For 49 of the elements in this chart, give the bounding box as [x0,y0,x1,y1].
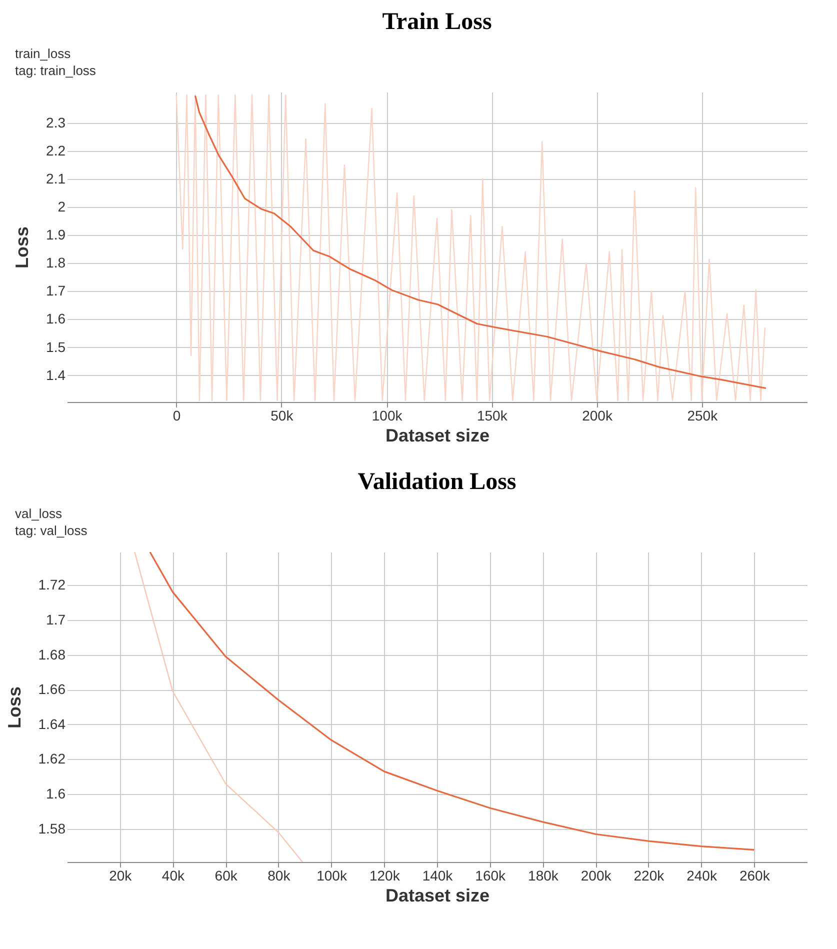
y-tick-label: 1.6 [46,310,66,327]
x-tick-label: 60k [214,868,238,884]
y-tick-label: 1.7 [46,611,66,628]
x-tick-label: 140k [422,868,454,884]
y-axis-title: Loss [12,226,32,269]
x-tick-label: 250k [687,408,719,424]
y-tick-label: 1.8 [46,254,66,271]
y-tick-label: 2.2 [46,142,66,158]
x-tick-label: 0 [172,408,181,424]
y-tick-label: 1.64 [38,716,66,732]
chart-title: Train Loss [382,9,492,35]
y-tick-label: 1.5 [46,338,66,355]
x-axis-title: Dataset size [385,886,490,906]
x-tick-label: 100k [372,408,404,424]
x-tick-label: 80k [268,868,292,884]
x-tick-label: 180k [528,868,560,884]
y-tick-label: 1.58 [38,820,66,836]
y-tick-label: 1.9 [46,226,66,243]
x-tick-label: 100k [316,868,348,884]
y-tick-label: 1.62 [38,750,66,767]
x-tick-label: 200k [582,408,614,424]
y-tick-label: 1.6 [46,786,66,802]
y-tick-label: 1.7 [46,282,66,299]
text: tag: train_loss [15,63,96,78]
y-tick-label: 2 [58,198,66,215]
x-tick-label: 200k [580,868,612,884]
x-tick-label: 160k [475,868,507,884]
y-tick-label: 1.4 [46,366,66,383]
y-tick-label: 2.3 [46,114,66,130]
x-tick-label: 40k [162,868,186,884]
x-tick-label: 50k [270,408,294,424]
line-series [134,552,304,862]
x-tick-label: 260k [739,868,771,884]
x-tick-label: 220k [634,868,666,884]
y-tick-label: 1.72 [38,576,66,593]
x-tick-label: 20k [109,868,133,884]
text: val_loss [15,506,62,521]
x-axis-title: Dataset size [385,426,490,446]
text: train_loss [15,46,72,61]
chart-title: Validation Loss [358,469,516,495]
text: tag: val_loss [15,523,88,538]
y-tick-label: 2.1 [46,170,66,186]
y-tick-label: 1.66 [38,681,66,698]
x-tick-label: 150k [476,408,508,424]
x-tick-label: 120k [369,868,401,884]
line-series [149,552,755,851]
y-tick-label: 1.68 [38,646,66,662]
x-tick-label: 240k [686,868,718,884]
y-axis-title: Loss [4,686,24,729]
